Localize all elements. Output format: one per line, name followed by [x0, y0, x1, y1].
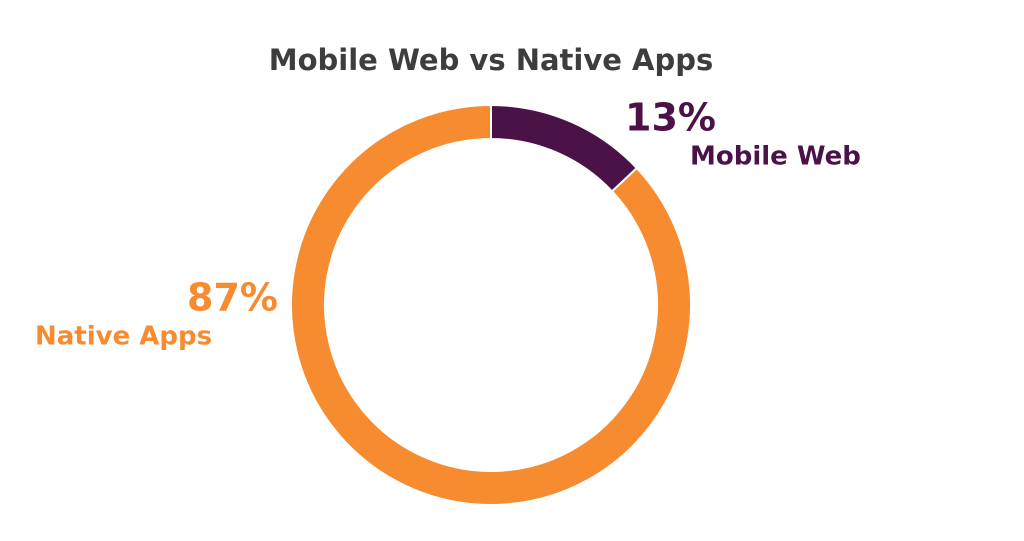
value-label: 87% — [187, 276, 278, 320]
chart-title: Mobile Web vs Native Apps — [269, 43, 713, 77]
value-label: 13% — [625, 96, 716, 140]
category-label: Mobile Web — [690, 142, 861, 172]
category-label: Native Apps — [35, 322, 212, 352]
donut-slice — [290, 103, 692, 506]
